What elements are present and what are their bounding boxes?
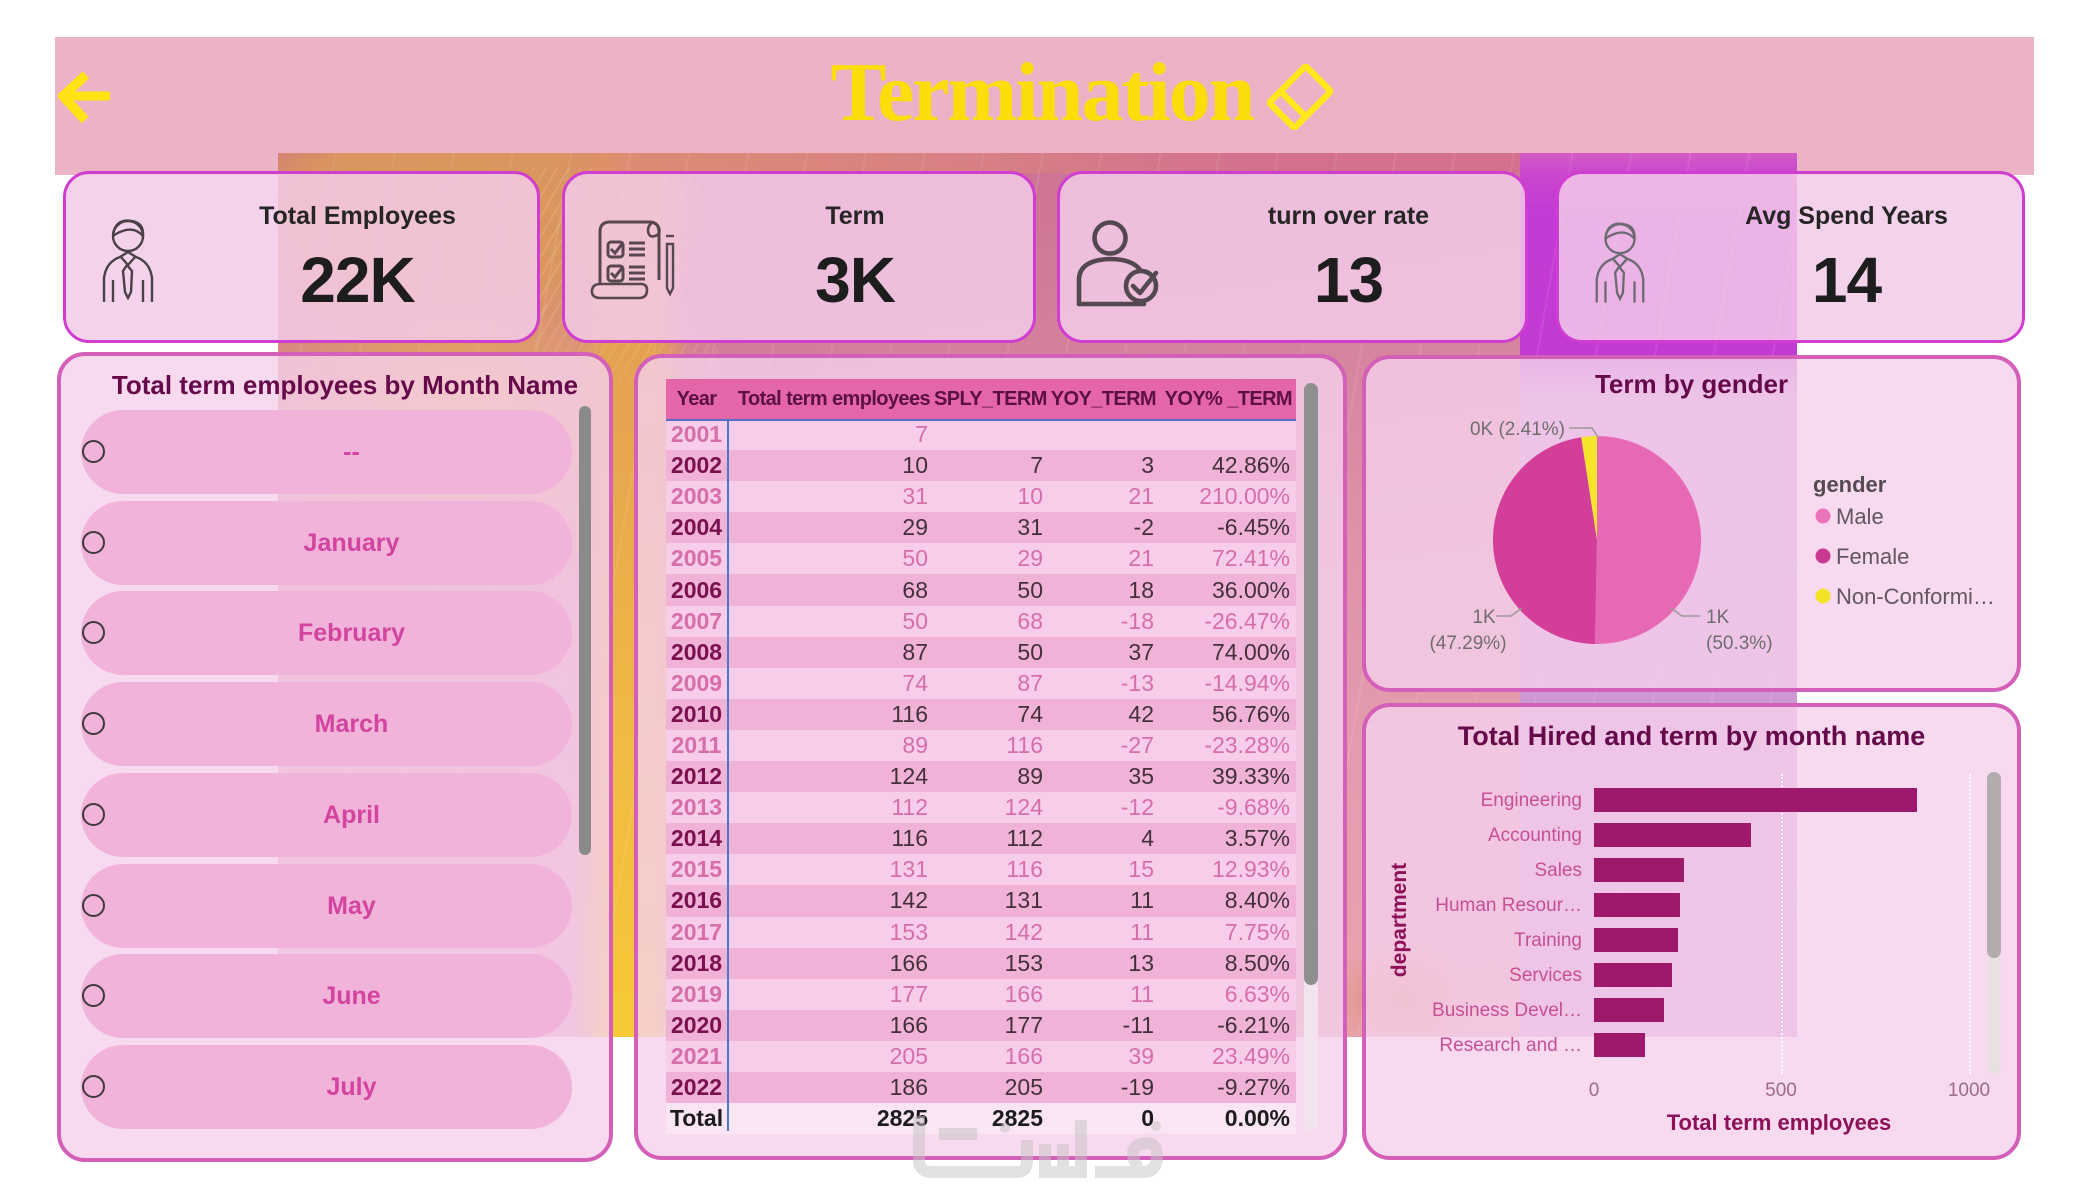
svg-text:gender: gender xyxy=(1813,472,1887,497)
svg-text:Male: Male xyxy=(1836,504,1884,529)
svg-text:(47.29%): (47.29%) xyxy=(1429,633,1506,654)
svg-text:Female: Female xyxy=(1836,544,1909,569)
svg-text:Non-Conformi…: Non-Conformi… xyxy=(1836,584,1995,609)
svg-text:0K (2.41%): 0K (2.41%) xyxy=(1470,419,1565,440)
svg-text:1K: 1K xyxy=(1472,607,1496,628)
svg-text:1K: 1K xyxy=(1706,607,1730,628)
svg-text:(50.3%): (50.3%) xyxy=(1706,633,1773,654)
